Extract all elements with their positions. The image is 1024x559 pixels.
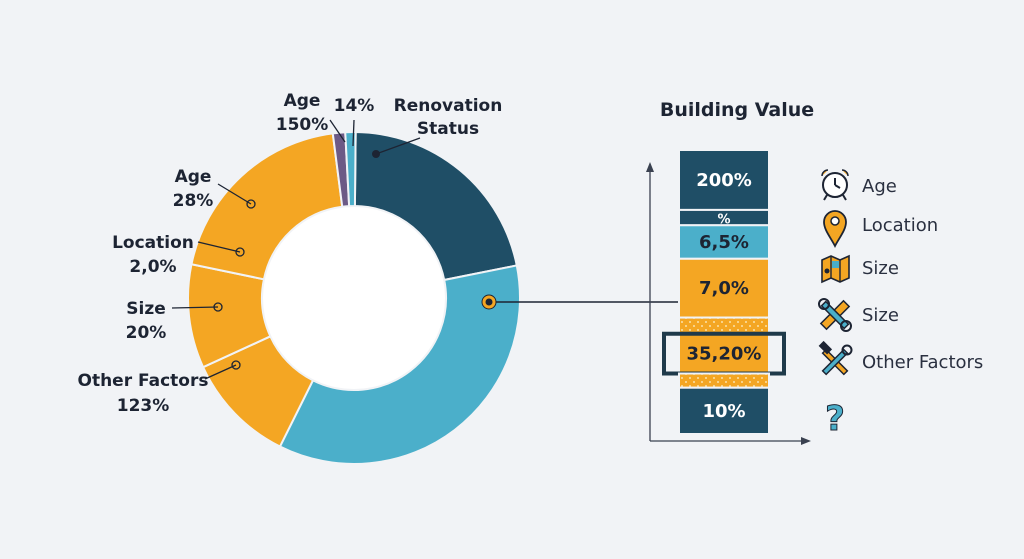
bar-segment-3 xyxy=(678,257,770,319)
bar-segment-label-2: 6,5% xyxy=(699,232,749,253)
leader-dot xyxy=(213,302,223,312)
legend-label: Other Factors xyxy=(862,352,983,373)
leader-dot xyxy=(231,360,241,370)
callout-location-name: Location xyxy=(112,233,194,253)
bar-segment-label-3: 7,0% xyxy=(699,278,749,299)
callout-small-teal-value: 14% xyxy=(334,96,375,116)
callout-renovation-line2: Status xyxy=(417,119,479,139)
legend-label: Location xyxy=(862,215,938,236)
y-axis-arrow xyxy=(646,162,654,172)
bar-segment-4 xyxy=(678,316,770,335)
callout-age-value: 28% xyxy=(173,191,214,211)
callout-age-top-value: 150% xyxy=(276,115,329,135)
callout-size-name: Size xyxy=(126,299,166,319)
x-axis-arrow xyxy=(801,437,811,445)
leader-line xyxy=(171,306,219,309)
callout-other-value: 123% xyxy=(117,396,170,416)
connector xyxy=(481,294,678,310)
leader-line xyxy=(329,119,346,143)
bar-segment-2 xyxy=(678,224,770,260)
alarm-clock-icon xyxy=(821,169,849,201)
connector-dot-core xyxy=(485,298,493,306)
leader-line xyxy=(217,183,252,205)
bar-segment-label-1: % xyxy=(717,213,730,228)
legend-label: Size xyxy=(862,305,899,326)
bar-axes xyxy=(646,162,811,445)
bar-chart-title: Building Value xyxy=(660,99,814,121)
leader-dot xyxy=(372,150,380,158)
stacked-bar: 200%% 6,5% 7,0% 35,20% 10% xyxy=(662,149,786,436)
wrench-ruler-icon xyxy=(818,298,852,332)
bar-segment-label-0: 200% xyxy=(696,170,752,191)
bar-segment-0 xyxy=(678,149,770,211)
legend-label: Size xyxy=(862,258,899,279)
leader-dot xyxy=(246,199,256,209)
legend-label: Age xyxy=(862,176,897,197)
callout-age-name: Age xyxy=(175,167,212,187)
leader-line xyxy=(197,241,241,253)
map-icon xyxy=(821,254,850,284)
bar-segment-label-5: 35,20% xyxy=(687,344,762,365)
callout-renovation-line1: Renovation xyxy=(394,96,503,116)
callout-size-value: 20% xyxy=(126,323,167,343)
donut-chart xyxy=(187,130,521,465)
donut-slice-6 xyxy=(344,131,357,208)
donut-callouts: Renovation Status 14% Age 150% Age 28% L… xyxy=(78,91,503,416)
bar-segment-6 xyxy=(678,372,770,389)
location-pin-icon xyxy=(823,210,847,249)
donut-slice-4 xyxy=(190,132,344,281)
leader-line xyxy=(375,137,421,155)
donut-hole xyxy=(263,207,445,389)
bar-segment-5 xyxy=(678,332,770,375)
callout-location-value: 2,0% xyxy=(129,257,176,277)
callout-age-top-name: Age xyxy=(284,91,321,111)
hammer-wrench-icon xyxy=(818,340,853,376)
callout-other-name: Other Factors xyxy=(78,371,209,391)
donut-slice-0 xyxy=(353,130,518,282)
bar-segment-label-7: 10% xyxy=(702,401,745,422)
leader-dot xyxy=(235,247,245,257)
question-mark-icon: ? xyxy=(825,399,845,439)
donut-slice-1 xyxy=(278,264,521,465)
leader-line xyxy=(204,364,237,380)
legend: Age Location Size Size xyxy=(818,169,983,440)
bar-segment-7 xyxy=(678,386,770,436)
leader-line xyxy=(352,119,355,147)
